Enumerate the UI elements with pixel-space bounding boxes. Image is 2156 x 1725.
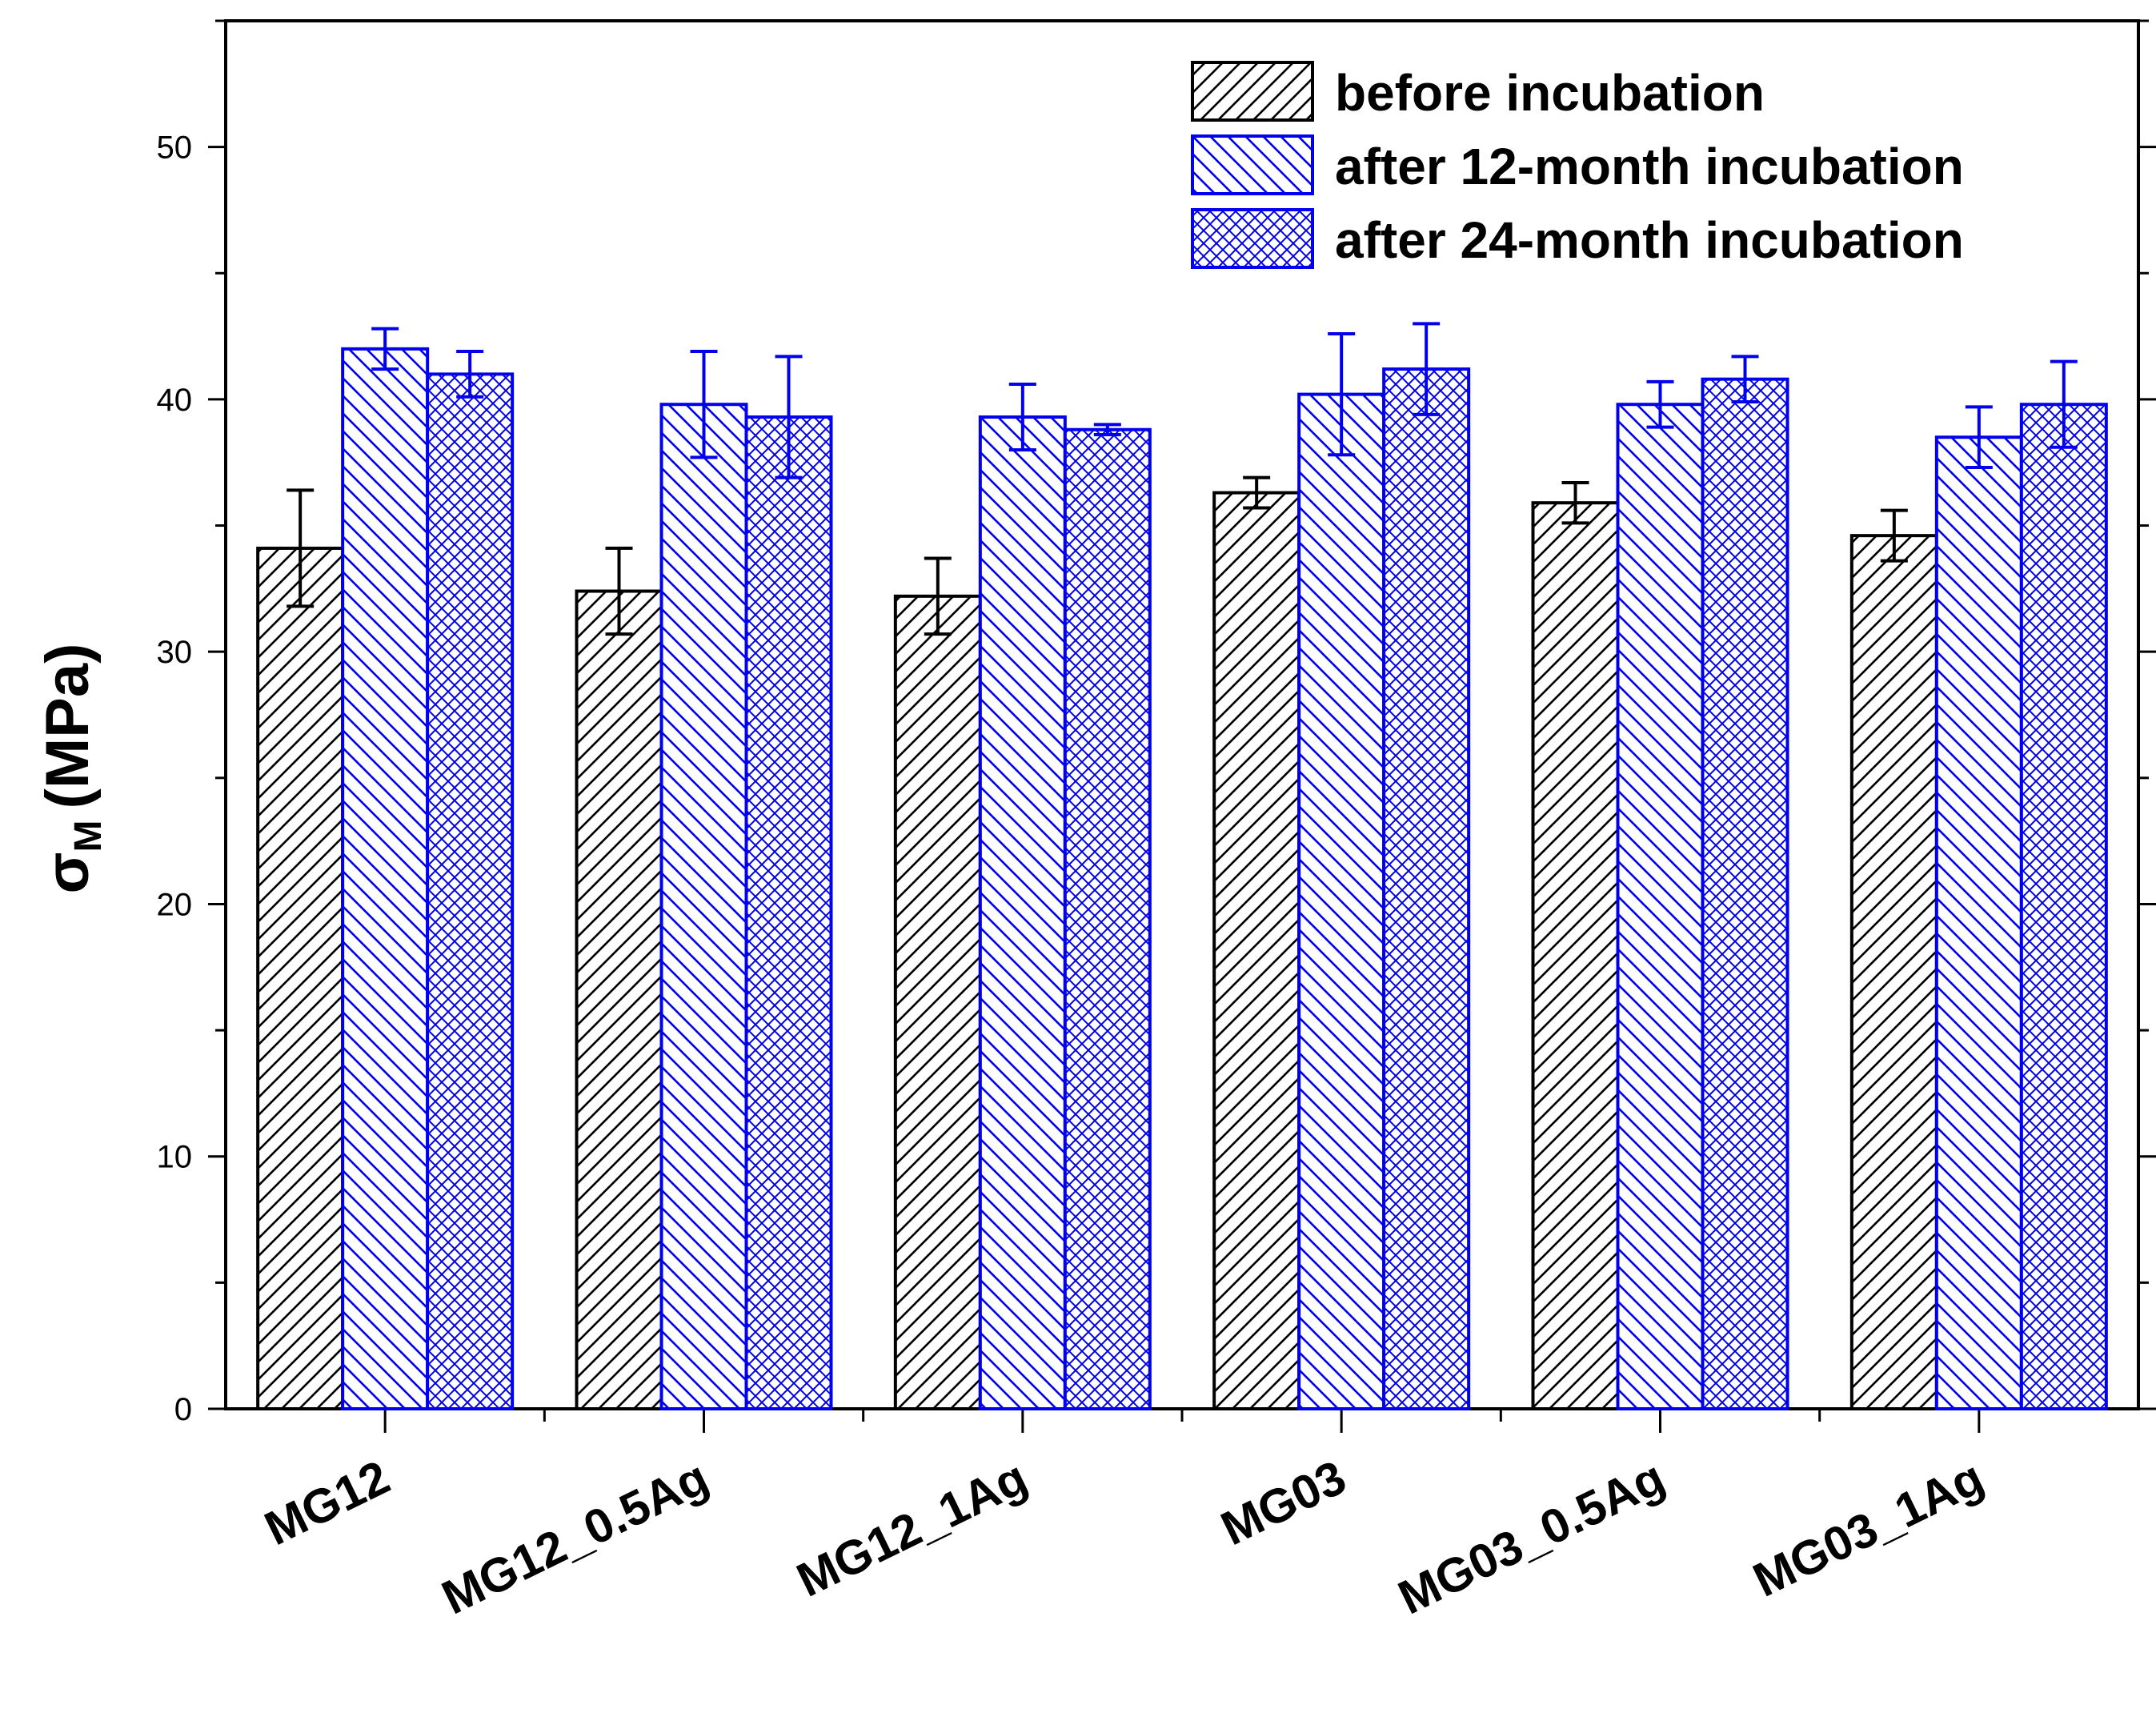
x-category-label: MG12_1Ag: [788, 1450, 1035, 1607]
svg-text:σM(MPa): σM (MPa): [34, 644, 110, 894]
x-category-label: MG12_0.5Ag: [434, 1450, 716, 1624]
y-axis-label-subscript: M: [67, 820, 110, 852]
bar: [1934, 435, 2023, 1411]
legend-swatch: [1191, 134, 1314, 195]
bars-layer: [256, 347, 2108, 1411]
bar: [1531, 501, 1620, 1410]
bar: [256, 546, 345, 1410]
x-category-label: MG03_0.5Ag: [1390, 1450, 1673, 1624]
bar: [978, 415, 1067, 1411]
legend-swatch: [1191, 61, 1314, 122]
bar: [575, 589, 663, 1410]
y-axis-label-unit: (MPa): [34, 644, 102, 809]
bar: [1616, 403, 1705, 1410]
bar: [426, 372, 515, 1410]
legend-swatch: [1191, 208, 1314, 269]
bar: [1297, 392, 1386, 1410]
bar: [1063, 427, 1152, 1410]
error-bars-layer: [287, 322, 2078, 636]
y-tick-label: 20: [157, 887, 193, 922]
y-tick-label: 30: [157, 635, 193, 670]
legend-label: after 12-month incubation: [1335, 138, 1964, 195]
y-axis: 0 10 20 30 40 50: [157, 19, 2156, 1427]
bar: [659, 403, 748, 1410]
y-axis-label: σM (MPa): [34, 644, 110, 894]
x-category-label: MG03: [1213, 1450, 1354, 1555]
bar: [893, 594, 982, 1410]
legend: before incubation after 12-month incubati…: [1191, 61, 1964, 269]
y-tick-label: 50: [157, 130, 193, 166]
bar: [1382, 367, 1471, 1410]
bar: [1849, 534, 1938, 1410]
y-tick-label: 10: [157, 1140, 193, 1175]
bar: [2019, 403, 2108, 1410]
x-category-label: MG03_1Ag: [1745, 1450, 1991, 1607]
y-tick-label: 40: [157, 383, 193, 418]
y-axis-label-symbol: σ: [34, 852, 102, 893]
bar: [341, 347, 430, 1411]
bar: [1701, 377, 1789, 1411]
legend-label: after 24-month incubation: [1335, 211, 1964, 269]
y-tick-label: 0: [174, 1392, 192, 1427]
x-axis: MG12 MG12_0.5Ag MG12_1Ag MG03 MG03_0.5Ag MG03…: [257, 1409, 1992, 1625]
x-category-label: MG12: [257, 1450, 398, 1555]
legend-label: before incubation: [1335, 64, 1765, 122]
bar: [744, 415, 833, 1411]
bar: [1212, 491, 1301, 1410]
